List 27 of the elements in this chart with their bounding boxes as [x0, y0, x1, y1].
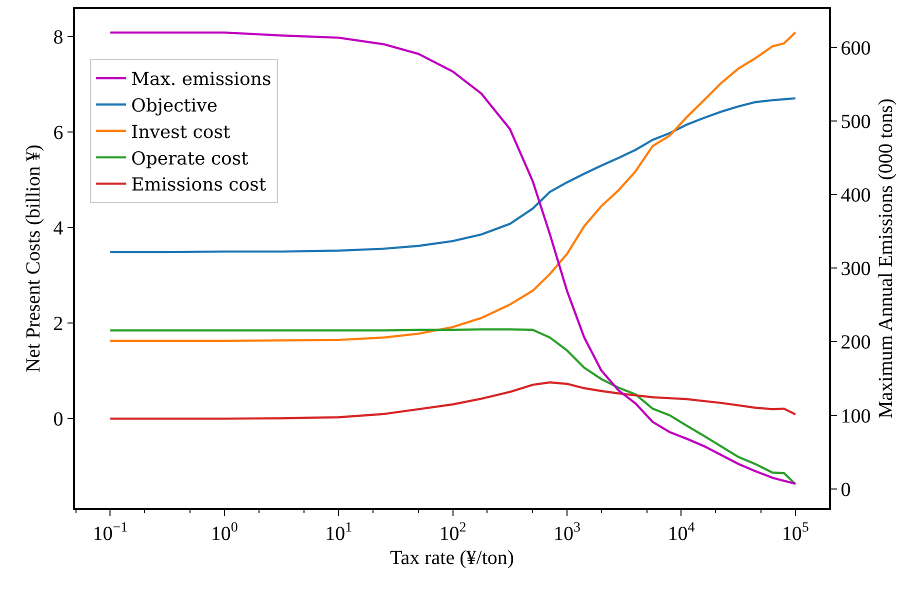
y2-tick-label: 600: [840, 37, 871, 60]
y2-tick-label: 100: [840, 405, 871, 428]
x-tick-label: 10$^{2}$: [439, 520, 466, 545]
y-tick-label: 4: [53, 218, 64, 240]
y2-tick-label: 500: [840, 110, 871, 133]
legend-label: Invest cost: [131, 122, 231, 143]
y-tick-label: 8: [53, 26, 64, 49]
x-tick-label: 10$^{5}$: [782, 520, 809, 545]
y2-tick-label: 300: [840, 258, 871, 280]
legend-label: Operate cost: [131, 148, 250, 170]
y2-tick-label: 400: [840, 184, 871, 206]
y-tick-label: 2: [53, 313, 64, 336]
y2-tick-label: 200: [840, 332, 871, 354]
x-tick-label: 10$^{4}$: [668, 520, 695, 545]
x-tick-label: 10$^{1}$: [325, 520, 352, 545]
y-axis-title: Net Present Costs (billion ¥): [22, 144, 44, 372]
legend-label: Max. emissions: [131, 69, 272, 90]
y2-axis-title: Maximum Annual Emissions (000 tons): [874, 98, 897, 418]
y-tick-label: 0: [53, 408, 64, 431]
x-tick-label: 10$^{−1}$: [92, 520, 128, 545]
y2-tick-label: 0: [840, 478, 851, 501]
legend-label: Emissions cost: [131, 174, 267, 196]
x-tick-label: 10$^{3}$: [554, 520, 581, 545]
legend-label: Objective: [131, 96, 218, 117]
x-tick-label: 10$^{0}$: [210, 520, 238, 545]
x-axis-title: Tax rate (¥/ton): [390, 546, 514, 569]
y-tick-label: 6: [53, 122, 64, 144]
